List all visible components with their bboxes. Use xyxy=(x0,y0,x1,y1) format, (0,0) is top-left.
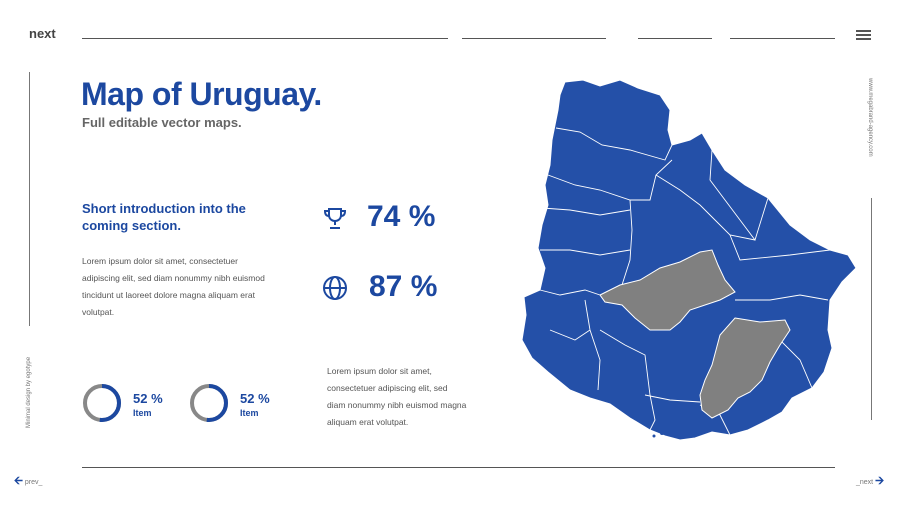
arrow-left-icon: 🡨 xyxy=(14,475,23,487)
highlighted-regions xyxy=(599,249,791,419)
page-title: Map of Uruguay. xyxy=(81,76,322,112)
progress-ring xyxy=(189,383,229,423)
globe-icon xyxy=(322,275,348,301)
brand-logo[interactable]: next xyxy=(29,26,56,41)
left-vertical-divider xyxy=(29,72,30,326)
trophy-icon xyxy=(322,205,348,231)
right-side-caption-text[interactable]: www.megabrand-agency.com xyxy=(867,78,873,157)
header-divider xyxy=(730,38,835,39)
arrow-right-icon: 🡪 xyxy=(875,475,885,487)
prev-link[interactable]: 🡨 prev_ xyxy=(14,472,42,491)
left-side-caption-text: Minimal design by egotype xyxy=(26,356,32,428)
left-side-caption: Minimal design by egotype xyxy=(26,357,32,428)
prev-label: prev_ xyxy=(24,479,43,486)
stat-value-globe: 87 % xyxy=(369,270,438,303)
footer-divider xyxy=(82,467,835,468)
right-side-caption[interactable]: www.megabrand-agency.com xyxy=(867,78,873,157)
page-subtitle: Full editable vector maps. xyxy=(82,115,242,130)
hamburger-menu-icon[interactable] xyxy=(856,30,871,40)
ring-label: Item xyxy=(133,408,152,418)
coastal-islets xyxy=(652,431,664,438)
secondary-body-text: Lorem ipsum dolor sit amet, consectetuer… xyxy=(327,366,467,427)
intro-heading: Short introduction into the coming secti… xyxy=(82,201,246,233)
ring-value: 52 % xyxy=(240,391,270,406)
header-divider xyxy=(82,38,448,39)
intro-body-text: Lorem ipsum dolor sit amet, consectetuer… xyxy=(82,256,265,317)
ring-label: Item xyxy=(240,408,259,418)
next-label: _next xyxy=(856,479,874,486)
uruguay-map xyxy=(521,79,857,441)
right-vertical-divider xyxy=(871,198,872,420)
header-divider xyxy=(638,38,712,39)
progress-ring xyxy=(82,383,122,423)
next-link[interactable]: _next 🡪 xyxy=(856,472,884,491)
department-borders xyxy=(539,127,831,436)
stat-value-trophy: 74 % xyxy=(367,200,436,233)
header-divider xyxy=(462,38,606,39)
ring-value: 52 % xyxy=(133,391,163,406)
